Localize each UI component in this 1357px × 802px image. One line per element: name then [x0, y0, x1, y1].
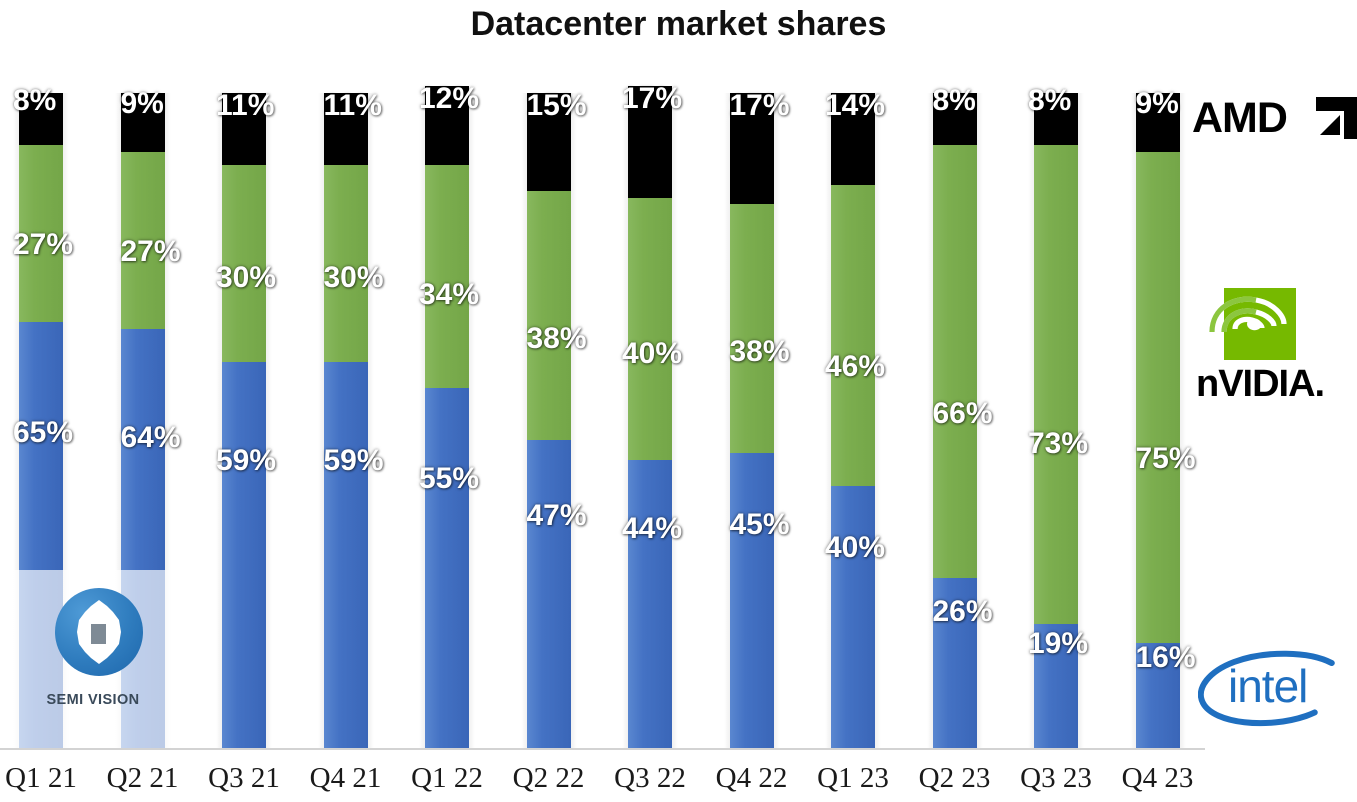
bar-segment-amd[interactable]: [425, 86, 469, 166]
category-label: Q2 23: [918, 762, 991, 794]
category-label: Q2 21: [106, 762, 179, 794]
bar-segment-nvidia[interactable]: [729, 204, 774, 454]
category-label: Q2 22: [512, 762, 585, 794]
bar-segment-intel[interactable]: [222, 361, 266, 748]
category-label: Q3 22: [614, 762, 686, 794]
bar-segment-nvidia[interactable]: [19, 145, 63, 323]
bar-segment-amd[interactable]: [222, 93, 266, 166]
bar-segment-intel[interactable]: [729, 453, 774, 748]
bar-group[interactable]: [1129, 93, 1186, 748]
bar-segment-amd[interactable]: [932, 93, 977, 146]
plot-area: 65% 27% 8% 64% 27% 9% 59% 30% 11% 59% 30% 11% 55% 34%…: [0, 82, 1200, 748]
bar-group[interactable]: [13, 93, 69, 748]
category-axis: Q1 21 Q2 21 Q3 21 Q4 21 Q1 22 Q2 22 Q3 22 Q4 22…: [0, 762, 1200, 802]
bar-segment-intel[interactable]: [932, 577, 977, 748]
bar-segment-intel[interactable]: [831, 486, 875, 748]
bar-segment-amd[interactable]: [831, 93, 875, 185]
bar-segment-nvidia[interactable]: [222, 165, 266, 362]
category-label: Q1 21: [5, 762, 77, 794]
legend-item-intel: intel: [1198, 650, 1353, 728]
category-label: Q1 23: [817, 762, 889, 794]
bar-segment-nvidia[interactable]: [1135, 151, 1180, 644]
intel-swoosh-icon: [1198, 650, 1349, 727]
bar-segment-nvidia[interactable]: [831, 184, 875, 486]
bar-group[interactable]: [622, 86, 678, 748]
bar-segment-nvidia[interactable]: [120, 151, 165, 329]
bar-group[interactable]: [216, 93, 272, 748]
bar-segment-nvidia[interactable]: [1034, 145, 1078, 624]
bar-segment-amd[interactable]: [19, 93, 63, 146]
bar-segment-intel[interactable]: [1135, 643, 1180, 748]
bar-segment-intel[interactable]: [120, 328, 165, 748]
amd-wordmark: AMD: [1192, 94, 1288, 142]
bar-group[interactable]: [419, 86, 475, 748]
bar-segment-nvidia[interactable]: [628, 197, 672, 460]
bar-segment-intel[interactable]: [526, 440, 571, 748]
nvidia-eye-icon: [1202, 288, 1296, 360]
bar-segment-amd[interactable]: [120, 93, 165, 152]
bar-segment-intel[interactable]: [425, 387, 469, 748]
legend-item-nvidia: nVIDIA.: [1196, 288, 1357, 410]
bar-segment-amd[interactable]: [526, 93, 571, 192]
bar-group[interactable]: [114, 93, 171, 748]
bar-group[interactable]: [317, 93, 374, 748]
chart-title: Datacenter market shares: [470, 5, 887, 43]
bar-segment-amd[interactable]: [729, 93, 774, 205]
category-label: Q1 22: [411, 762, 483, 794]
bar-group[interactable]: [520, 93, 577, 748]
chart-legend: AMD: [1186, 0, 1357, 802]
bar-group[interactable]: [1028, 93, 1084, 748]
bar-segment-nvidia[interactable]: [425, 165, 469, 388]
bar-segment-amd[interactable]: [323, 93, 368, 166]
nvidia-wordmark: nVIDIA.: [1196, 363, 1325, 405]
bar-segment-amd[interactable]: [628, 86, 672, 198]
bar-segment-intel[interactable]: [19, 322, 63, 748]
category-label: Q3 23: [1020, 762, 1092, 794]
bar-segment-intel[interactable]: [628, 459, 672, 748]
bar-segment-amd[interactable]: [1135, 93, 1180, 152]
category-label: Q4 22: [715, 762, 788, 794]
category-label: Q3 21: [208, 762, 280, 794]
bar-segment-nvidia[interactable]: [526, 191, 571, 441]
bar-group[interactable]: [825, 93, 881, 748]
category-label: Q4 21: [309, 762, 382, 794]
intel-wordmark: intel: [1228, 660, 1308, 712]
bar-group[interactable]: [723, 93, 780, 748]
bar-segment-intel[interactable]: [1034, 623, 1078, 748]
bar-segment-amd[interactable]: [1034, 93, 1078, 146]
category-label: Q4 23: [1121, 762, 1194, 794]
bar-group[interactable]: [926, 93, 983, 748]
legend-item-amd: AMD: [1192, 94, 1357, 142]
amd-arrow-icon: [1316, 97, 1357, 139]
category-axis-line: [0, 748, 1205, 750]
bar-segment-nvidia[interactable]: [932, 145, 977, 578]
bar-segment-nvidia[interactable]: [323, 165, 368, 362]
bar-segment-intel[interactable]: [323, 361, 368, 748]
